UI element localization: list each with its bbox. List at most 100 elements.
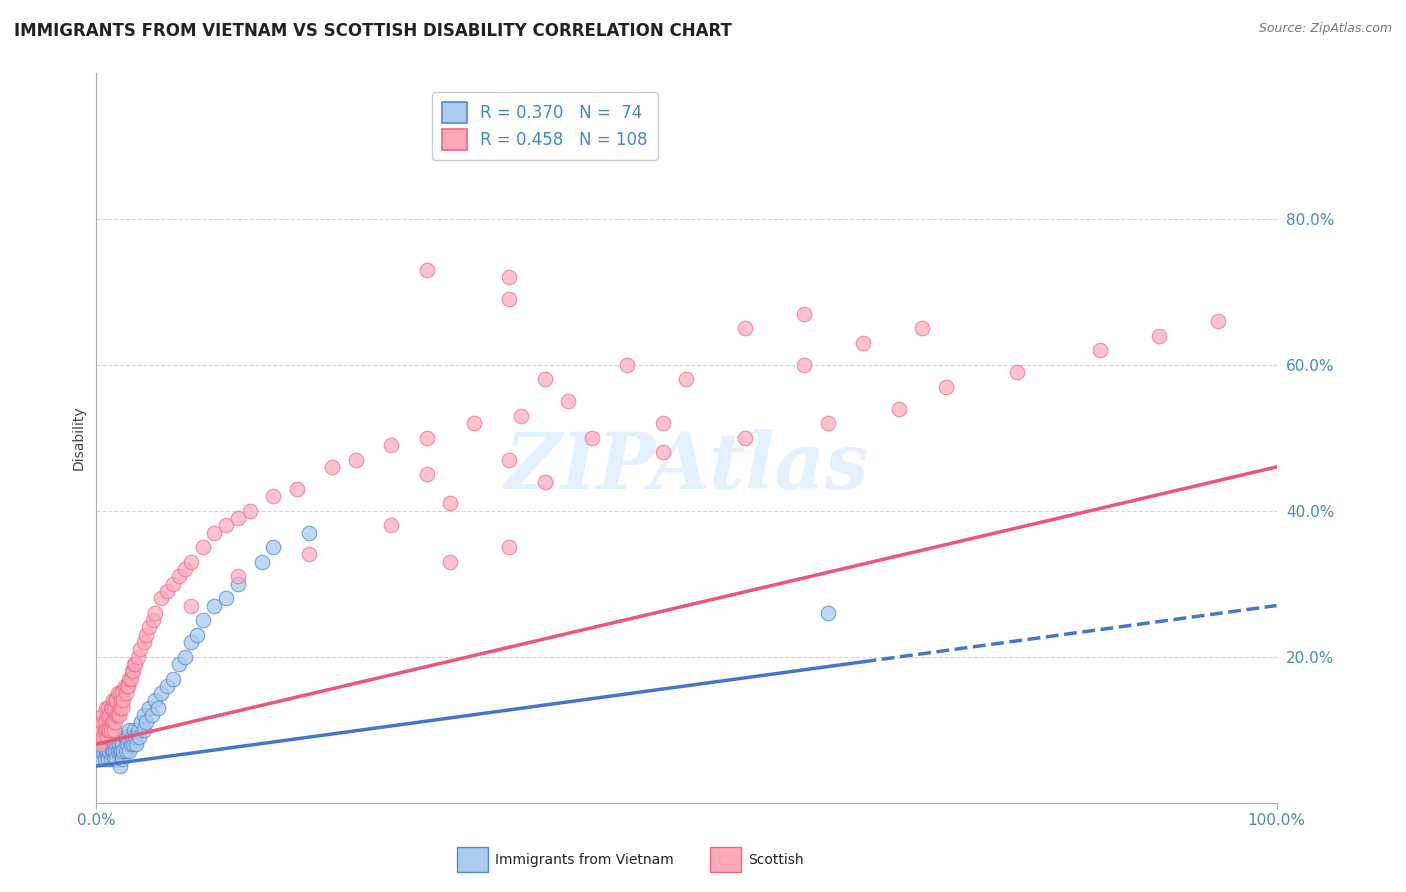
Point: [96, 730, 118, 744]
Point: [793, 358, 815, 372]
Point: [98, 744, 121, 758]
Point: [94, 723, 117, 737]
Point: [439, 496, 461, 510]
Point: [202, 599, 225, 613]
Point: [93, 730, 115, 744]
Point: [111, 686, 134, 700]
Point: [93, 730, 115, 744]
Point: [94, 744, 117, 758]
Point: [91, 737, 114, 751]
Point: [94, 723, 117, 737]
Point: [129, 715, 152, 730]
Point: [344, 452, 367, 467]
Point: [180, 635, 202, 649]
Point: [107, 737, 129, 751]
Point: [581, 431, 603, 445]
Point: [100, 737, 122, 751]
Point: [96, 737, 118, 751]
Point: [90, 744, 112, 758]
Point: [108, 700, 131, 714]
Point: [118, 672, 141, 686]
Point: [533, 372, 555, 386]
Point: [103, 752, 125, 766]
Point: [439, 555, 461, 569]
Point: [98, 723, 121, 737]
Point: [89, 737, 111, 751]
Point: [156, 584, 179, 599]
Point: [108, 686, 131, 700]
Point: [239, 504, 262, 518]
Point: [100, 730, 122, 744]
Point: [100, 723, 122, 737]
Point: [167, 657, 190, 671]
Point: [132, 708, 155, 723]
Point: [93, 715, 115, 730]
Point: [498, 270, 520, 285]
Point: [110, 744, 132, 758]
Point: [215, 591, 238, 606]
Point: [675, 372, 697, 386]
Point: [124, 657, 146, 671]
Point: [89, 752, 111, 766]
Point: [108, 759, 131, 773]
Point: [105, 708, 128, 723]
Point: [120, 672, 142, 686]
Point: [498, 292, 520, 306]
Point: [104, 715, 127, 730]
Point: [120, 737, 142, 751]
Point: [108, 744, 131, 758]
Point: [162, 576, 184, 591]
Point: [173, 562, 195, 576]
Text: IMMIGRANTS FROM VIETNAM VS SCOTTISH DISABILITY CORRELATION CHART: IMMIGRANTS FROM VIETNAM VS SCOTTISH DISA…: [14, 22, 733, 40]
Point: [127, 723, 149, 737]
Point: [132, 635, 155, 649]
Point: [167, 569, 190, 583]
Point: [98, 708, 121, 723]
Point: [121, 664, 143, 678]
Point: [121, 730, 143, 744]
Point: [117, 679, 139, 693]
Point: [191, 613, 214, 627]
Point: [135, 715, 157, 730]
Point: [793, 307, 815, 321]
Point: [146, 700, 169, 714]
Point: [97, 700, 120, 714]
Point: [817, 416, 839, 430]
Point: [90, 730, 112, 744]
Point: [97, 752, 120, 766]
Point: [127, 649, 149, 664]
Point: [104, 693, 127, 707]
Point: [138, 620, 160, 634]
Point: [380, 438, 402, 452]
Point: [128, 730, 150, 744]
Point: [180, 599, 202, 613]
Point: [100, 700, 122, 714]
Point: [262, 540, 284, 554]
Point: [416, 431, 439, 445]
Point: [202, 525, 225, 540]
Point: [262, 489, 284, 503]
Point: [135, 628, 157, 642]
Point: [115, 737, 138, 751]
Point: [101, 744, 124, 758]
Point: [97, 737, 120, 751]
Point: [103, 737, 125, 751]
Point: [105, 752, 128, 766]
Point: [150, 591, 173, 606]
Point: [97, 723, 120, 737]
Point: [111, 700, 134, 714]
Point: [180, 555, 202, 569]
Point: [416, 263, 439, 277]
Point: [125, 737, 148, 751]
Point: [498, 540, 520, 554]
Point: [101, 715, 124, 730]
Point: [100, 752, 122, 766]
Point: [122, 737, 145, 751]
Legend: R = 0.370   N =  74, R = 0.458   N = 108: R = 0.370 N = 74, R = 0.458 N = 108: [432, 92, 658, 160]
Point: [498, 452, 520, 467]
Point: [935, 380, 957, 394]
Point: [911, 321, 934, 335]
Point: [114, 679, 136, 693]
Text: Source: ZipAtlas.com: Source: ZipAtlas.com: [1258, 22, 1392, 36]
Point: [101, 693, 124, 707]
